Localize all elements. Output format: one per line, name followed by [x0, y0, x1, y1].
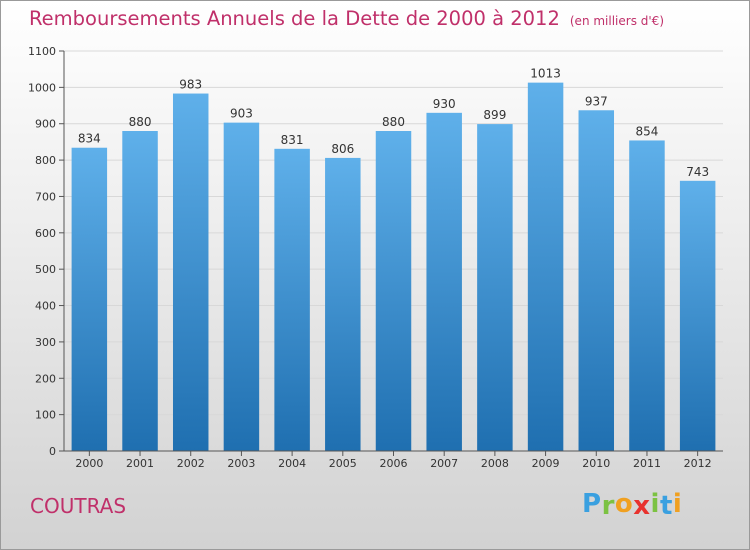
chart-title-text: Remboursements Annuels de la Dette de 20…	[29, 7, 560, 30]
logo-letter: i	[650, 489, 660, 519]
x-tick-label: 2004	[278, 457, 306, 470]
chart-title: Remboursements Annuels de la Dette de 20…	[29, 7, 664, 30]
logo-letter: x	[633, 491, 651, 521]
bar-2006	[375, 131, 412, 451]
y-tick-label: 1000	[28, 81, 56, 94]
y-tick-label: 0	[49, 445, 56, 458]
y-tick-label: 300	[35, 336, 56, 349]
bar-2007	[426, 112, 462, 452]
logo-letter: P	[582, 489, 602, 519]
chart-subtitle: (en milliers d'€)	[569, 14, 664, 28]
x-tick-label: 2000	[75, 457, 103, 470]
data-labels: 834 880 983 903 831 806 880 930 899 1013 937 854 743	[78, 67, 709, 179]
x-tick-label: 2002	[177, 457, 205, 470]
x-tick-labels: 2000 2001 2002 2003 2004 2005 2006 2007 2008 2009…	[75, 457, 711, 470]
x-tick-label: 2005	[329, 457, 357, 470]
x-tick-label: 2003	[227, 457, 255, 470]
x-tick-label: 2007	[430, 457, 458, 470]
logo-letter: r	[601, 491, 615, 521]
commune-name: COUTRAS	[30, 494, 127, 518]
y-tick-label: 700	[35, 190, 56, 203]
y-tick-label: 200	[35, 372, 56, 385]
x-tick-label: 2011	[633, 457, 661, 470]
bar-2010	[578, 110, 615, 451]
bar-2001	[122, 131, 158, 451]
data-label: 930	[433, 97, 456, 111]
x-tick-label: 2012	[684, 457, 712, 470]
y-tick-label: 400	[35, 300, 56, 313]
data-label: 834	[78, 132, 101, 146]
y-tick-label: 500	[35, 263, 56, 276]
bar-2003	[223, 122, 260, 452]
data-label: 854	[636, 124, 659, 138]
data-label: 937	[585, 94, 608, 108]
bars	[71, 82, 716, 452]
data-label: 1013	[530, 67, 561, 81]
x-tick-label: 2006	[380, 457, 408, 470]
x-tick-label: 2009	[532, 457, 560, 470]
axes	[59, 50, 723, 456]
data-label: 806	[331, 142, 354, 156]
bar-2004	[274, 148, 310, 451]
bar-2009	[527, 82, 564, 452]
bar-2002	[172, 93, 209, 451]
y-tick-labels: 0 100 200 300 400 500 600 700 800 900 1000 1100	[28, 45, 56, 458]
y-tick-label: 100	[35, 409, 56, 422]
bar-2000	[71, 147, 108, 451]
bar-2012	[679, 180, 716, 451]
data-label: 880	[382, 115, 405, 129]
data-label: 743	[686, 165, 709, 179]
y-tick-label: 900	[35, 118, 56, 131]
bar-2011	[629, 140, 665, 452]
logo-letter: o	[614, 489, 634, 519]
y-tick-label: 1100	[28, 45, 56, 58]
data-label: 983	[179, 78, 202, 92]
logo-letter: t	[659, 491, 673, 521]
bar-2008	[477, 124, 513, 451]
proxiti-logo: Proxiti	[582, 489, 683, 521]
data-label: 899	[483, 108, 506, 122]
x-tick-label: 2001	[126, 457, 154, 470]
x-tick-label: 2010	[582, 457, 610, 470]
y-tick-label: 800	[35, 154, 56, 167]
x-tick-label: 2008	[481, 457, 509, 470]
data-label: 831	[281, 133, 304, 147]
bar-2005	[325, 157, 361, 451]
data-label: 880	[129, 115, 152, 129]
logo-letter: i	[672, 489, 683, 519]
data-label: 903	[230, 107, 253, 121]
y-tick-label: 600	[35, 227, 56, 240]
